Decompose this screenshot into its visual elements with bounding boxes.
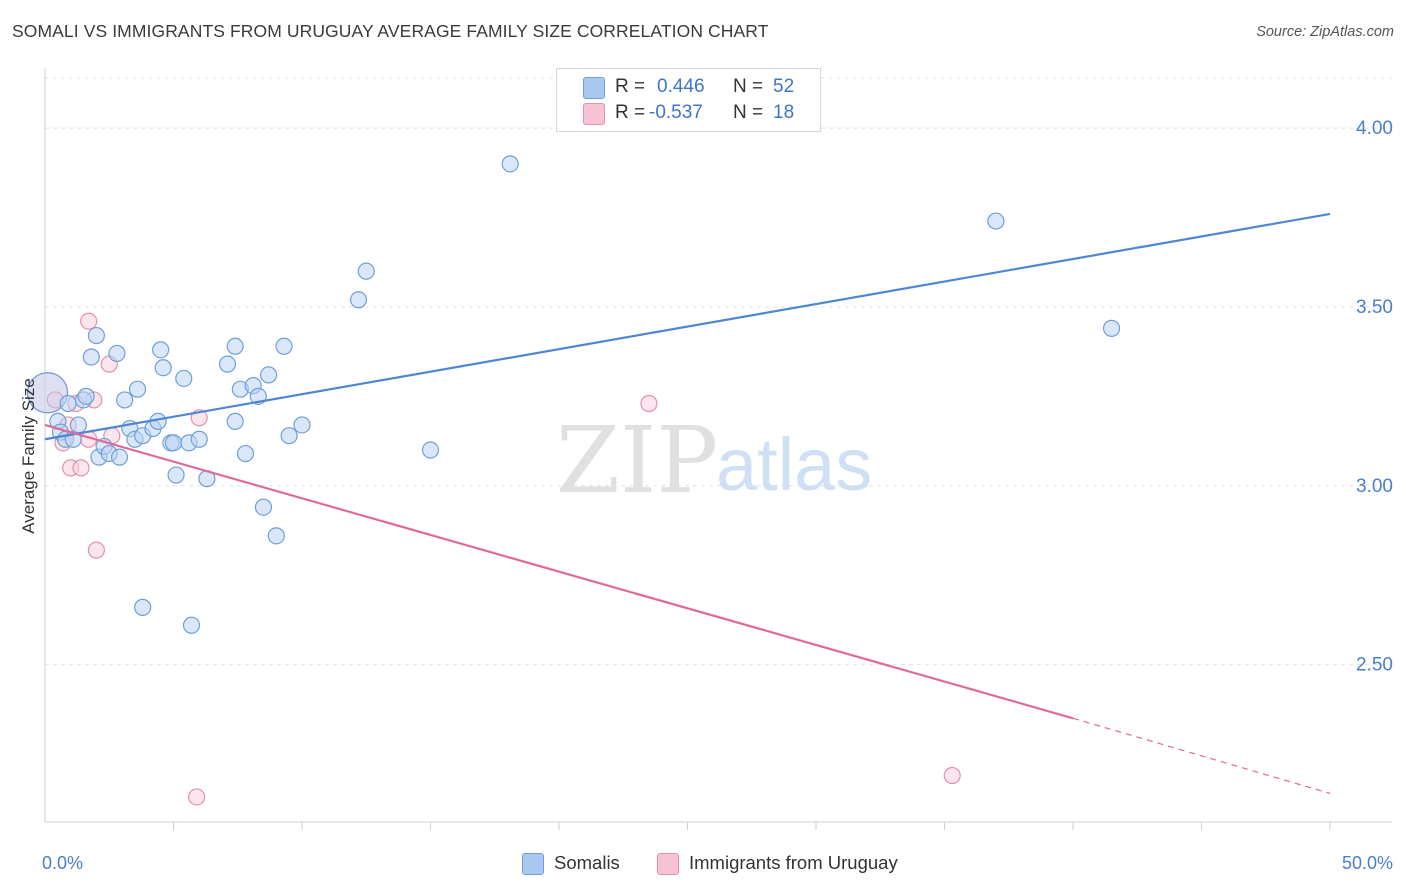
- point-somalis: [226, 412, 244, 430]
- legend-n-value: 18: [773, 102, 795, 123]
- legend-r-value: -0.537: [649, 102, 703, 123]
- point-somalis: [1102, 319, 1121, 337]
- grid-lines: [45, 77, 1392, 666]
- point-somalis: [26, 372, 69, 414]
- watermark-zip: ZIP: [556, 407, 718, 514]
- trend-line-uruguay: [44, 423, 1074, 720]
- legend-n-label: N =: [733, 102, 764, 123]
- point-somalis: [987, 212, 1005, 230]
- point-somalis: [501, 155, 519, 173]
- y-tick-label: 2.50: [1356, 655, 1393, 676]
- y-tick-label: 3.50: [1356, 297, 1393, 318]
- legend-r-label: R =: [615, 76, 646, 97]
- x-tick-label: 0.0%: [42, 853, 83, 873]
- point-somalis: [110, 448, 129, 466]
- tick-labels: 2.50 3.00 3.50 4.00 0.0% 50.0%: [42, 118, 1393, 873]
- point-uruguay: [943, 766, 961, 785]
- point-somalis: [77, 387, 95, 405]
- bottom-legend-swatch-somalis: [522, 853, 544, 875]
- chart-title: SOMALI VS IMMIGRANTS FROM URUGUAY AVERAG…: [12, 21, 769, 41]
- trend-line-somalis: [44, 212, 1331, 441]
- point-somalis: [267, 527, 285, 545]
- legend-n-label: N =: [733, 76, 764, 97]
- point-somalis: [134, 598, 152, 616]
- point-somalis: [164, 434, 183, 452]
- x-tick-label: 50.0%: [1342, 853, 1393, 873]
- point-uruguay: [80, 312, 98, 330]
- point-somalis: [218, 355, 237, 373]
- point-uruguay: [87, 541, 106, 559]
- point-somalis: [236, 444, 255, 463]
- point-somalis: [421, 441, 440, 459]
- point-somalis: [82, 348, 100, 366]
- watermark: ZIP atlas: [556, 407, 872, 514]
- point-somalis: [349, 291, 368, 309]
- point-somalis: [87, 326, 106, 345]
- point-somalis: [226, 337, 244, 355]
- y-tick-label: 4.00: [1356, 118, 1393, 139]
- point-somalis: [154, 359, 172, 377]
- point-somalis: [182, 616, 201, 634]
- bottom-legend-swatch-uruguay: [657, 853, 679, 875]
- point-uruguay: [640, 394, 658, 413]
- point-somalis: [275, 337, 293, 355]
- legend-swatch-uruguay: [583, 103, 605, 125]
- point-somalis: [280, 427, 298, 445]
- legend-r-label: R =: [615, 102, 646, 123]
- trend-lines: [44, 212, 1331, 794]
- y-tick-label: 3.00: [1356, 476, 1393, 497]
- legend-r-value: 0.446: [657, 76, 705, 97]
- y-axis-label: Average Family Size: [19, 378, 38, 534]
- point-somalis: [69, 416, 88, 434]
- watermark-atlas: atlas: [716, 423, 872, 506]
- point-somalis: [190, 430, 208, 448]
- legend-swatch-somalis: [583, 77, 605, 99]
- point-somalis: [259, 366, 278, 384]
- point-somalis: [108, 344, 126, 363]
- bottom-legend-label: Immigrants from Uruguay: [689, 852, 898, 873]
- point-somalis: [167, 466, 185, 484]
- point-somalis: [175, 369, 193, 388]
- data-points: [26, 155, 1121, 806]
- point-somalis: [116, 391, 134, 409]
- point-uruguay: [188, 788, 206, 806]
- point-somalis: [293, 416, 311, 434]
- axes: [44, 68, 1392, 830]
- stats-legend: R = 0.446 N = 52 R = -0.537 N = 18: [556, 68, 821, 132]
- point-somalis: [254, 498, 273, 516]
- bottom-legend-label: Somalis: [554, 852, 620, 873]
- legend-n-value: 52: [773, 76, 795, 97]
- point-somalis: [128, 380, 147, 398]
- trend-line-uruguay-extension: [1072, 717, 1331, 794]
- point-uruguay: [72, 459, 90, 477]
- point-somalis: [59, 394, 77, 413]
- point-somalis: [152, 341, 170, 359]
- point-somalis: [357, 262, 375, 280]
- source-label: Source: ZipAtlas.com: [1256, 24, 1394, 40]
